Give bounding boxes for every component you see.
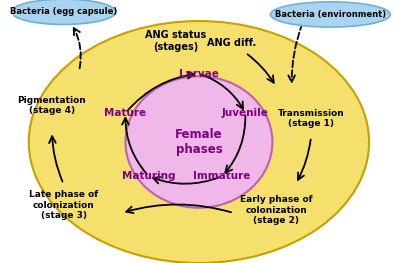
- Text: Female
phases: Female phases: [175, 128, 223, 156]
- Text: Juvenile: Juvenile: [222, 108, 269, 118]
- Text: ANG diff.: ANG diff.: [207, 38, 256, 48]
- Ellipse shape: [29, 21, 369, 263]
- Ellipse shape: [270, 2, 390, 27]
- Text: Late phase of
colonization
(stage 3): Late phase of colonization (stage 3): [29, 190, 98, 220]
- Text: Transmission
(stage 1): Transmission (stage 1): [278, 109, 344, 128]
- Text: Early phase of
colonization
(stage 2): Early phase of colonization (stage 2): [240, 195, 312, 225]
- Ellipse shape: [11, 0, 116, 24]
- Text: ANG status
(stages): ANG status (stages): [145, 30, 206, 52]
- Text: Bacteria (egg capsule): Bacteria (egg capsule): [10, 7, 117, 16]
- Text: Maturing: Maturing: [122, 171, 176, 181]
- Text: Immature: Immature: [194, 171, 251, 181]
- Text: Bacteria (environment): Bacteria (environment): [275, 10, 386, 19]
- Ellipse shape: [126, 76, 272, 208]
- Text: Larvae: Larvae: [179, 69, 219, 79]
- Text: Pigmentation
(stage 4): Pigmentation (stage 4): [18, 95, 86, 115]
- Text: Mature: Mature: [104, 108, 146, 118]
